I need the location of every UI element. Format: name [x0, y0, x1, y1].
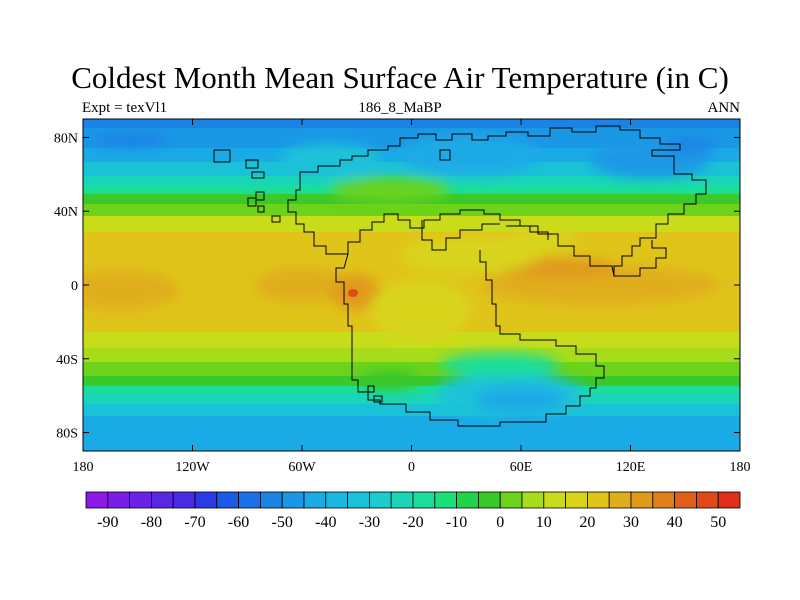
colorbar-label: -70: [184, 514, 205, 531]
lon-tick-label: 60E: [510, 460, 533, 475]
colorbar-label: -50: [272, 514, 293, 531]
colorbar-swatch: [674, 491, 697, 509]
colorbar-swatch: [456, 491, 479, 509]
colorbar-label: -10: [446, 514, 467, 531]
colorbar-label: 40: [667, 514, 683, 531]
colorbar-swatch: [216, 491, 240, 509]
colorbar-swatch: [390, 491, 414, 509]
subtitle-label: 186_8_MaBP: [358, 100, 442, 116]
colorbar-swatch: [696, 491, 719, 509]
colorbar-label: 20: [579, 514, 595, 531]
colorbar-swatch: [521, 491, 545, 509]
lat-tick-label: 40N: [54, 205, 78, 220]
colorbar-swatch: [150, 491, 174, 509]
colorbar-swatch: [412, 491, 436, 509]
colorbar-label: -60: [228, 514, 249, 531]
lon-tick-label: 180: [73, 460, 94, 475]
colorbar-swatch: [85, 491, 109, 509]
lat-tick-label: 80N: [54, 131, 78, 146]
colorbar-label: -80: [141, 514, 162, 531]
lat-tick-label: 80S: [56, 427, 78, 442]
colorbar-swatch: [630, 491, 654, 509]
colorbar-swatch: [259, 491, 283, 509]
colorbar-swatch: [565, 491, 588, 509]
colorbar-label: -30: [359, 514, 380, 531]
colorbar-swatch: [238, 491, 261, 509]
temperature-field: [83, 119, 740, 451]
colorbar-label: -20: [402, 514, 423, 531]
colorbar-swatch: [477, 491, 501, 509]
colorbar-swatch: [608, 491, 632, 509]
colorbar-swatch: [172, 491, 196, 509]
season-label: ANN: [707, 100, 741, 116]
colorbar-swatch: [281, 491, 305, 509]
lon-tick-label: 120W: [175, 460, 210, 475]
colorbar-swatch: [652, 491, 675, 509]
experiment-label: Expt = texVl1: [82, 100, 168, 116]
plot-title: Coldest Month Mean Surface Air Temperatu…: [71, 60, 729, 95]
colorbar-label: -90: [97, 514, 118, 531]
colorbar-swatch: [194, 491, 218, 509]
colorbar-swatch: [129, 491, 152, 509]
lon-tick-label: 0: [408, 460, 415, 475]
latitude-axis: 80N 40N 0 40S 80S: [54, 131, 740, 442]
colorbar-swatch: [347, 491, 370, 509]
lat-tick-label: 40S: [56, 353, 78, 368]
colorbar-swatch: [587, 491, 610, 509]
colorbar: -90 -80 -70 -60 -50 -40 -30 -20 -10 0 10 20 30 40 50: [85, 491, 741, 531]
lon-tick-label: 60W: [288, 460, 316, 475]
colorbar-label: -40: [315, 514, 336, 531]
colorbar-label: 0: [496, 514, 504, 531]
colorbar-swatch: [368, 491, 392, 509]
colorbar-swatch: [499, 491, 523, 509]
colorbar-swatch: [434, 491, 457, 509]
colorbar-swatch: [303, 491, 327, 509]
continent-outlines: [213, 125, 707, 427]
longitude-axis: 180 120W 60W 0 60E 120E 180: [73, 119, 751, 475]
colorbar-swatch: [543, 491, 566, 509]
lon-tick-label: 180: [730, 460, 751, 475]
colorbar-swatch: [107, 491, 131, 509]
colorbar-label: 50: [710, 514, 726, 531]
lon-tick-label: 120E: [616, 460, 646, 475]
colorbar-label: 10: [536, 514, 552, 531]
colorbar-swatch: [717, 491, 741, 509]
colorbar-swatch: [325, 491, 348, 509]
lat-tick-label: 0: [71, 279, 78, 294]
colorbar-label: 30: [623, 514, 639, 531]
